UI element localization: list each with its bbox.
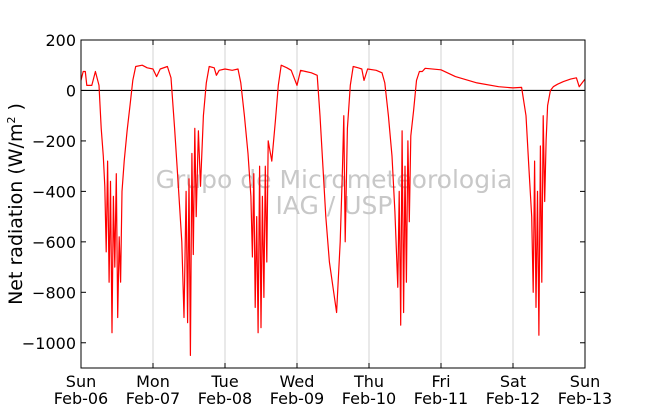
y-tick-label: 0 (66, 81, 76, 100)
x-tick-label-day: Sun (570, 372, 600, 391)
y-tick-label: −200 (32, 132, 76, 151)
x-tick-label-date: Feb-12 (486, 389, 540, 408)
y-tick-label: −1000 (22, 334, 76, 353)
y-axis-label-main: Net radiation (W/m (5, 124, 27, 305)
watermark-line1: Grupo de Micrometeorologia (156, 165, 513, 194)
x-tick-label-date: Feb-13 (558, 389, 612, 408)
y-axis-label-superscript: 2 (5, 117, 18, 124)
x-tick-label-date: Feb-11 (414, 389, 468, 408)
y-axis-label-end: ) (5, 103, 27, 116)
x-tick-label-date: Feb-09 (270, 389, 324, 408)
y-tick-label: −600 (32, 233, 76, 252)
x-tick-label-day: Tue (210, 372, 238, 391)
watermark-line2: IAG / USP (276, 191, 393, 220)
y-tick-label: −800 (32, 283, 76, 302)
x-tick-label-day: Mon (136, 372, 170, 391)
axis-ticks: SunFeb-06MonFeb-07TueFeb-08WedFeb-09ThuF… (22, 31, 612, 408)
grid-lines (152, 40, 514, 368)
x-tick-label-date: Feb-06 (54, 389, 108, 408)
x-tick-label-day: Wed (280, 372, 315, 391)
y-tick-label: 200 (45, 31, 76, 50)
x-tick-label-day: Sun (66, 372, 96, 391)
x-tick-label-day: Sat (500, 372, 526, 391)
y-tick-label: −400 (32, 182, 76, 201)
x-tick-label-day: Fri (431, 372, 450, 391)
plot-area-frame (80, 39, 586, 369)
x-tick-label-date: Feb-10 (342, 389, 396, 408)
x-tick-label-date: Feb-08 (198, 389, 252, 408)
y-axis-label: Net radiation (W/m2 ) (5, 103, 27, 305)
x-tick-label-date: Feb-07 (126, 389, 180, 408)
net-radiation-series (80, 64, 586, 356)
x-tick-label-day: Thu (353, 372, 384, 391)
